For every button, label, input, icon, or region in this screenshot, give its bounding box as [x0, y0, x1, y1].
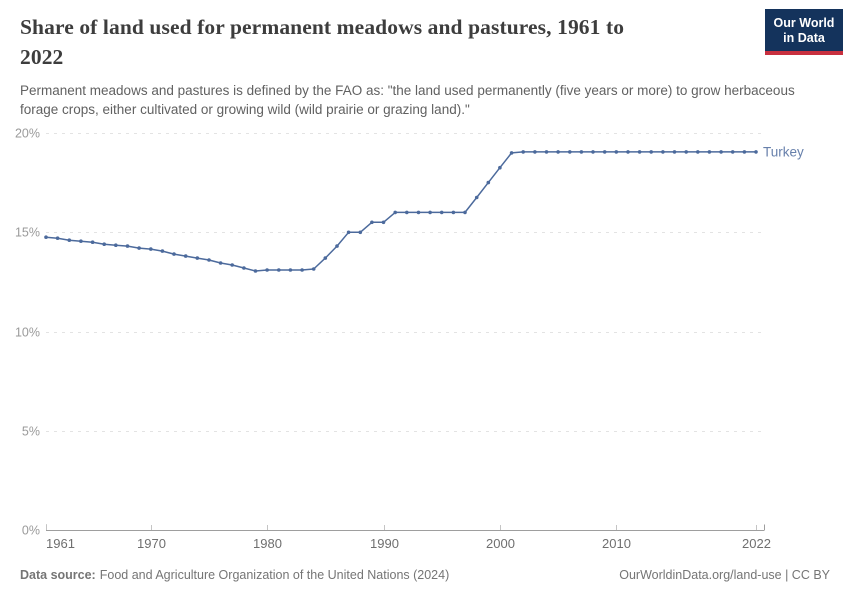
series-line[interactable] [45, 151, 757, 272]
data-point [637, 150, 642, 154]
data-point [719, 150, 723, 154]
data-point [218, 261, 223, 265]
owid-logo-line2: in Data [783, 31, 825, 45]
series-turkey[interactable] [44, 150, 758, 273]
attribution-link[interactable]: OurWorldinData.org/land-use | CC BY [619, 568, 830, 582]
data-point [602, 150, 607, 154]
owid-logo-line1: Our World [773, 16, 835, 30]
data-point [381, 220, 386, 225]
data-point [125, 244, 130, 248]
data-point [498, 165, 502, 170]
chart-title-line2: 2022 [20, 45, 64, 69]
data-point [486, 180, 491, 185]
chart-header: Share of land used for permanent meadows… [20, 9, 843, 119]
line-chart-svg: 0% 5% 10% 15% 20% 1961 1970 1980 1990 2000 2010 202… [15, 127, 804, 552]
data-point [79, 239, 83, 243]
data-point [509, 151, 514, 155]
data-point [44, 235, 48, 239]
data-point [696, 150, 700, 154]
data-point [311, 267, 316, 271]
data-point [230, 263, 234, 267]
data-point [579, 150, 584, 154]
data-point [707, 150, 712, 154]
data-point [428, 210, 432, 215]
x-tick-label: 1970 [137, 536, 166, 551]
data-point [277, 268, 281, 272]
data-point [149, 247, 153, 251]
data-point [242, 266, 246, 270]
data-point [416, 210, 421, 215]
data-point [370, 220, 374, 225]
owid-logo[interactable]: Our World in Data [765, 9, 843, 55]
chart-footer: Data source: Food and Agriculture Organiz… [20, 567, 830, 583]
data-source: Data source: Food and Agriculture Organiz… [20, 567, 449, 583]
data-point [672, 150, 677, 154]
data-point [463, 210, 467, 215]
chart-subtitle: Permanent meadows and pastures is define… [20, 83, 795, 117]
chart-area: 0% 5% 10% 15% 20% 1961 1970 1980 1990 2000 2010 202… [0, 115, 850, 560]
data-point [591, 150, 595, 154]
data-point [521, 150, 525, 154]
data-point [102, 242, 106, 246]
x-tick-label: 2022 [742, 536, 771, 551]
data-point [405, 210, 409, 215]
data-point [684, 150, 688, 154]
data-point [114, 243, 118, 247]
data-point [358, 230, 363, 235]
data-point [649, 150, 653, 154]
y-tick-label: 5% [22, 425, 40, 439]
data-point [661, 150, 665, 154]
data-point [474, 195, 479, 200]
x-tick-label: 2010 [602, 536, 631, 551]
data-point [195, 256, 200, 260]
x-tick-label: 1961 [46, 536, 75, 551]
data-point [137, 246, 141, 250]
data-point [568, 150, 572, 154]
data-point [55, 236, 60, 240]
x-tick-label: 1980 [253, 536, 282, 551]
data-point [207, 258, 211, 262]
data-point [556, 150, 560, 154]
x-tick-label: 2000 [486, 536, 515, 551]
data-point [335, 244, 339, 248]
x-tick-label: 1990 [370, 536, 399, 551]
data-point [544, 150, 549, 154]
data-point [439, 210, 444, 215]
data-point [614, 150, 619, 154]
data-point [90, 240, 95, 244]
data-point [346, 230, 351, 235]
data-source-text: Food and Agriculture Organization of the… [99, 568, 450, 582]
data-point [172, 252, 176, 256]
data-point [393, 210, 398, 215]
data-point [67, 238, 72, 242]
data-point [253, 269, 258, 273]
y-tick-label: 10% [15, 326, 40, 340]
data-point [754, 150, 758, 154]
data-point [160, 249, 165, 253]
chart-title: Share of land used for permanent meadows… [20, 12, 765, 72]
data-point [533, 150, 537, 154]
data-point [742, 150, 747, 154]
y-tick-label: 0% [22, 524, 40, 538]
chart-title-line1: Share of land used for permanent meadows… [20, 15, 625, 39]
data-point [451, 210, 456, 215]
data-point [183, 254, 188, 258]
y-tick-label: 20% [15, 127, 40, 141]
y-tick-label: 15% [15, 226, 40, 240]
data-source-label: Data source: [20, 568, 96, 582]
data-point [626, 150, 630, 154]
data-point [730, 150, 735, 154]
data-point [323, 256, 328, 260]
data-point [288, 268, 293, 272]
data-point [265, 268, 269, 272]
data-point [300, 268, 304, 272]
series-end-label[interactable]: Turkey [763, 144, 804, 159]
